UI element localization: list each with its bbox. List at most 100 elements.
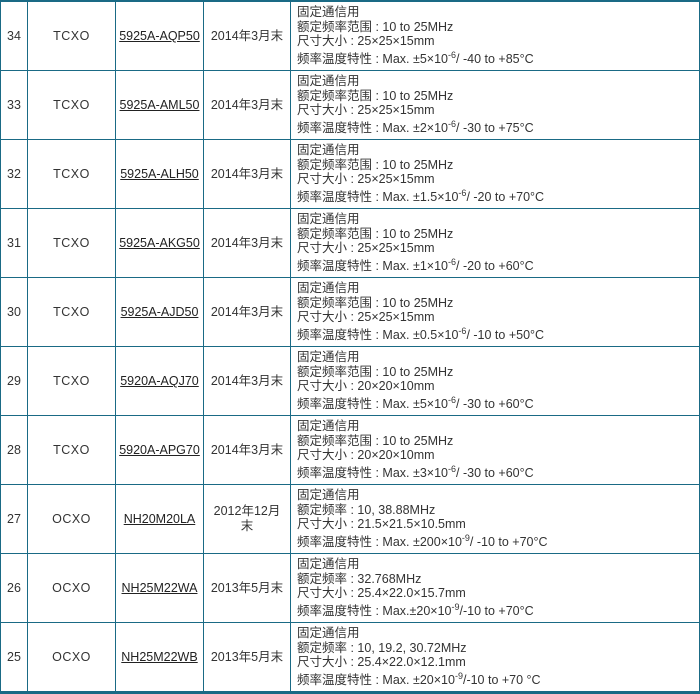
model-link[interactable]: 5925A-ALH50 <box>120 167 199 181</box>
spec-application: 固定通信用 <box>297 350 360 364</box>
row-number: 33 <box>0 70 28 140</box>
spec-application: 固定通信用 <box>297 557 360 571</box>
release-date: 2014年3月末 <box>203 277 291 347</box>
spec-cell: 固定通信用 额定频率范围 : 10 to 25MHz 尺寸大小 : 20×20×… <box>290 346 700 416</box>
table-row: 28 TCXO 5920A-APG70 2014年3月末 固定通信用 额定频率范… <box>0 415 700 485</box>
table-row: 31 TCXO 5925A-AKG50 2014年3月末 固定通信用 额定频率范… <box>0 208 700 278</box>
row-number: 25 <box>0 622 28 693</box>
product-type: OCXO <box>27 622 116 693</box>
spec-cell: 固定通信用 额定频率 : 10, 38.88MHz 尺寸大小 : 21.5×21… <box>290 484 700 554</box>
spec-temperature: 频率温度特性 : Max. ±3×10-6/ -30 to +60°C <box>297 463 534 480</box>
exponent-superscript: -6 <box>448 463 457 474</box>
spec-temperature: 频率温度特性 : Max. ±5×10-6/ -30 to +60°C <box>297 394 534 411</box>
model-cell: 5925A-ALH50 <box>115 139 204 209</box>
model-cell: 5925A-AKG50 <box>115 208 204 278</box>
table-row: 27 OCXO NH20M20LA 2012年12月末 固定通信用 额定频率 :… <box>0 484 700 554</box>
spec-application: 固定通信用 <box>297 419 360 433</box>
spec-temperature: 频率温度特性 : Max. ±0.5×10-6/ -10 to +50°C <box>297 325 545 342</box>
spec-cell: 固定通信用 额定频率范围 : 10 to 25MHz 尺寸大小 : 25×25×… <box>290 0 700 71</box>
spec-size: 尺寸大小 : 25.4×22.0×15.7mm <box>297 586 466 600</box>
spec-size: 尺寸大小 : 25×25×15mm <box>297 103 435 117</box>
spec-size: 尺寸大小 : 20×20×10mm <box>297 448 435 462</box>
row-number: 30 <box>0 277 28 347</box>
model-link[interactable]: 5920A-APG70 <box>119 443 200 457</box>
spec-cell: 固定通信用 额定频率范围 : 10 to 25MHz 尺寸大小 : 25×25×… <box>290 139 700 209</box>
spec-application: 固定通信用 <box>297 281 360 295</box>
model-cell: 5920A-APG70 <box>115 415 204 485</box>
spec-frequency: 额定频率范围 : 10 to 25MHz <box>297 226 454 241</box>
release-date: 2014年3月末 <box>203 346 291 416</box>
spec-frequency: 额定频率范围 : 10 to 25MHz <box>297 364 454 379</box>
spec-frequency: 额定频率范围 : 10 to 25MHz <box>297 433 454 448</box>
row-number: 34 <box>0 0 28 71</box>
model-cell: NH25M22WB <box>115 622 204 693</box>
spec-frequency: 额定频率范围 : 10 to 25MHz <box>297 295 454 310</box>
row-number: 32 <box>0 139 28 209</box>
model-link[interactable]: 5925A-AML50 <box>119 98 200 112</box>
spec-application: 固定通信用 <box>297 212 360 226</box>
model-link[interactable]: 5925A-AQP50 <box>119 29 200 43</box>
row-number: 26 <box>0 553 28 623</box>
model-cell: NH20M20LA <box>115 484 204 554</box>
spec-application: 固定通信用 <box>297 626 360 640</box>
spec-temperature: 频率温度特性 : Max. ±1×10-6/ -20 to +60°C <box>297 256 534 273</box>
product-type: TCXO <box>27 415 116 485</box>
model-link[interactable]: 5925A-AJD50 <box>120 305 199 319</box>
spec-application: 固定通信用 <box>297 5 360 19</box>
product-type: TCXO <box>27 70 116 140</box>
product-type: OCXO <box>27 553 116 623</box>
exponent-superscript: -9 <box>451 601 460 612</box>
spec-cell: 固定通信用 额定频率 : 10, 19.2, 30.72MHz 尺寸大小 : 2… <box>290 622 700 693</box>
spec-frequency: 额定频率范围 : 10 to 25MHz <box>297 157 454 172</box>
table-row: 30 TCXO 5925A-AJD50 2014年3月末 固定通信用 额定频率范… <box>0 277 700 347</box>
table-row: 34 TCXO 5925A-AQP50 2014年3月末 固定通信用 额定频率范… <box>0 0 700 71</box>
product-type: TCXO <box>27 346 116 416</box>
spec-application: 固定通信用 <box>297 74 360 88</box>
spec-cell: 固定通信用 额定频率范围 : 10 to 25MHz 尺寸大小 : 20×20×… <box>290 415 700 485</box>
product-type: TCXO <box>27 139 116 209</box>
row-number: 29 <box>0 346 28 416</box>
product-type: TCXO <box>27 208 116 278</box>
model-link[interactable]: NH25M22WA <box>121 581 198 595</box>
release-date: 2014年3月末 <box>203 208 291 278</box>
model-cell: 5920A-AQJ70 <box>115 346 204 416</box>
spec-frequency: 额定频率 : 10, 38.88MHz <box>297 502 436 517</box>
exponent-superscript: -9 <box>461 532 470 543</box>
exponent-superscript: -9 <box>454 670 463 681</box>
spec-cell: 固定通信用 额定频率范围 : 10 to 25MHz 尺寸大小 : 25×25×… <box>290 208 700 278</box>
model-link[interactable]: NH20M20LA <box>123 512 196 526</box>
release-date: 2014年3月末 <box>203 415 291 485</box>
spec-cell: 固定通信用 额定频率范围 : 10 to 25MHz 尺寸大小 : 25×25×… <box>290 277 700 347</box>
spec-application: 固定通信用 <box>297 488 360 502</box>
spec-temperature: 频率温度特性 : Max. ±5×10-6/ -40 to +85°C <box>297 49 534 66</box>
exponent-superscript: -6 <box>448 49 457 60</box>
spec-temperature: 频率温度特性 : Max. ±200×10-9/ -10 to +70°C <box>297 532 548 549</box>
spec-frequency: 额定频率范围 : 10 to 25MHz <box>297 19 454 34</box>
spec-size: 尺寸大小 : 25×25×15mm <box>297 34 435 48</box>
spec-size: 尺寸大小 : 21.5×21.5×10.5mm <box>297 517 466 531</box>
spec-frequency: 额定频率 : 10, 19.2, 30.72MHz <box>297 640 467 655</box>
spec-application: 固定通信用 <box>297 143 360 157</box>
table-row: 25 OCXO NH25M22WB 2013年5月末 固定通信用 额定频率 : … <box>0 622 700 693</box>
exponent-superscript: -6 <box>448 256 457 267</box>
model-cell: 5925A-AJD50 <box>115 277 204 347</box>
exponent-superscript: -6 <box>458 325 467 336</box>
spec-temperature: 频率温度特性 : Max. ±1.5×10-6/ -20 to +70°C <box>297 187 545 204</box>
exponent-superscript: -6 <box>458 187 467 198</box>
table-row: 32 TCXO 5925A-ALH50 2014年3月末 固定通信用 额定频率范… <box>0 139 700 209</box>
spec-size: 尺寸大小 : 25×25×15mm <box>297 241 435 255</box>
spec-size: 尺寸大小 : 25×25×15mm <box>297 310 435 324</box>
model-link[interactable]: NH25M22WB <box>121 650 198 664</box>
spec-temperature: 频率温度特性 : Max.±20×10-9/-10 to +70°C <box>297 601 534 618</box>
row-number: 31 <box>0 208 28 278</box>
release-date: 2013年5月末 <box>203 622 291 693</box>
product-type: OCXO <box>27 484 116 554</box>
spec-temperature: 频率温度特性 : Max. ±2×10-6/ -30 to +75°C <box>297 118 534 135</box>
model-link[interactable]: 5920A-AQJ70 <box>120 374 199 388</box>
model-link[interactable]: 5925A-AKG50 <box>119 236 200 250</box>
model-cell: NH25M22WA <box>115 553 204 623</box>
release-date: 2014年3月末 <box>203 0 291 71</box>
release-date: 2012年12月末 <box>203 484 291 554</box>
